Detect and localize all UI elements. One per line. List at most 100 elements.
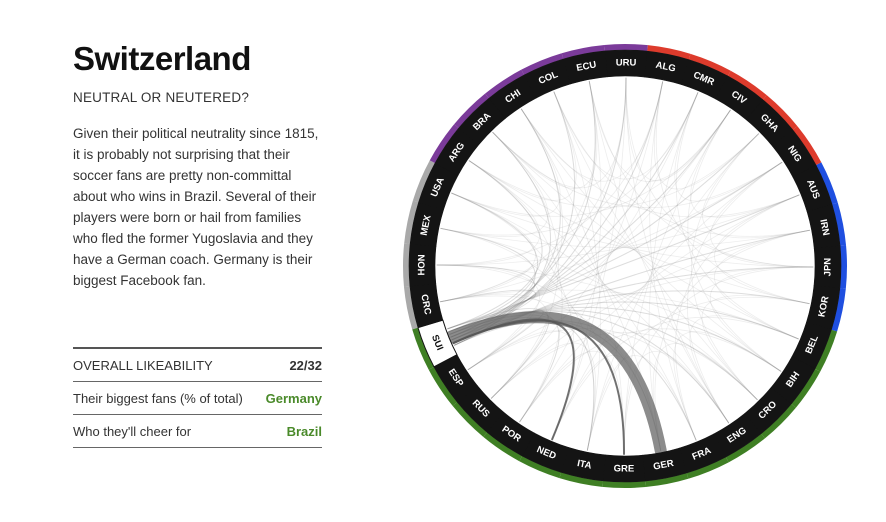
background-chord — [623, 109, 731, 455]
background-chord — [625, 77, 730, 424]
confederation-band-segment — [725, 433, 765, 463]
background-chord — [492, 77, 627, 189]
page-subtitle: NEUTRAL OR NEUTERED? — [73, 90, 250, 105]
confederation-band-segment — [816, 162, 838, 205]
confederation-band-segment — [604, 43, 648, 52]
team-segment[interactable] — [563, 50, 608, 85]
background-chord — [468, 91, 577, 201]
chord-diagram: URU ALGCMRCIVGHANIGAUSIRNJPNKORBELBIHCROE… — [403, 43, 847, 488]
background-chord — [623, 266, 814, 455]
info-panel: Switzerland NEUTRAL OR NEUTERED? Given t… — [73, 38, 323, 291]
background-chord — [674, 92, 783, 202]
confederation-band-segment — [403, 243, 411, 287]
stat-value: Germany — [265, 390, 322, 406]
background-chord — [468, 160, 697, 441]
background-chord — [490, 229, 810, 399]
confederation-band-segment — [832, 202, 847, 246]
background-chord — [519, 194, 800, 423]
focus-chord — [452, 266, 814, 343]
background-chord — [440, 227, 810, 249]
confederation-band-segment — [602, 480, 646, 488]
background-chord — [492, 131, 783, 208]
background-chord — [714, 194, 810, 305]
team-label[interactable]: JPN — [822, 258, 833, 277]
confederation-band-segment — [814, 329, 838, 372]
background-chord — [440, 92, 699, 236]
team-label[interactable]: MEX — [419, 214, 434, 237]
background-chord — [551, 77, 627, 440]
background-chord — [440, 161, 783, 303]
background-chord — [675, 194, 800, 441]
team-label[interactable]: ECU — [576, 59, 598, 74]
background-chord — [467, 109, 731, 371]
background-chord — [710, 161, 814, 268]
confederation-band-segment — [647, 45, 691, 60]
background-chord — [689, 315, 799, 424]
team-label[interactable]: GER — [652, 458, 674, 473]
team-label[interactable]: KOR — [816, 295, 831, 318]
strong-chord — [444, 311, 667, 457]
team-label[interactable]: ITA — [576, 458, 593, 472]
background-chord — [451, 192, 814, 268]
background-chord — [436, 81, 664, 266]
team-label[interactable]: URU — [616, 57, 637, 68]
background-chord — [451, 109, 731, 217]
confederation-band-segment — [791, 368, 821, 408]
stat-label: OVERALL LIKEABILITY — [73, 357, 213, 373]
background-chord — [586, 355, 697, 451]
background-chord — [654, 81, 760, 190]
focus-chord — [450, 80, 596, 338]
confederation-band-segment — [727, 70, 767, 100]
background-chord — [436, 160, 541, 266]
team-label[interactable]: GRE — [614, 463, 635, 474]
stat-value: 22/32 — [289, 357, 322, 373]
confederation-band-segment — [452, 402, 488, 437]
background-chord — [519, 328, 782, 423]
background-chord — [625, 77, 731, 182]
background-chord — [687, 109, 782, 372]
background-chord — [519, 81, 664, 423]
description-text: Given their political neutrality since 1… — [73, 126, 319, 288]
background-chord — [553, 91, 758, 401]
confederation-band-segment — [688, 53, 731, 77]
confederation-band-segment — [559, 472, 603, 487]
background-chord — [586, 296, 810, 451]
team-label[interactable]: ALG — [655, 60, 677, 75]
focus-chord — [449, 133, 760, 335]
stat-row-cheer-for: Who they'll cheer for Brazil — [73, 414, 322, 448]
stat-value: Brazil — [286, 423, 322, 439]
background-chord — [586, 133, 760, 451]
background-chord — [436, 264, 540, 371]
confederation-band-segment — [645, 473, 689, 488]
background-chord — [675, 92, 799, 340]
background-chord — [553, 91, 699, 180]
background-chord — [691, 133, 760, 401]
confederation-band-segment — [454, 93, 489, 129]
confederation-band-segment — [839, 245, 847, 289]
focus-chord — [448, 192, 539, 333]
background-chord — [440, 293, 548, 399]
background-chord — [654, 229, 810, 451]
background-chord — [490, 131, 559, 399]
background-chord — [588, 81, 731, 182]
chord-links — [436, 77, 814, 457]
background-chord — [588, 81, 730, 424]
background-chord — [440, 131, 549, 237]
background-chord — [553, 91, 601, 451]
background-chord — [440, 227, 758, 401]
team-label[interactable]: HON — [416, 254, 427, 275]
background-chord — [709, 266, 814, 372]
background-chord — [588, 81, 814, 268]
focus-chord — [440, 227, 536, 335]
focus-chord — [447, 160, 543, 330]
page-title: Switzerland — [73, 40, 251, 77]
confederation-band-segment — [561, 44, 605, 59]
background-chord — [701, 295, 810, 401]
confederation-band-segment — [521, 53, 564, 75]
confederation-band-segment — [404, 200, 419, 244]
stat-label: Who they'll cheer for — [73, 423, 192, 439]
team-label[interactable]: IRN — [817, 218, 831, 236]
background-chord — [714, 229, 810, 340]
confederation-band-segment — [412, 160, 436, 203]
team-label[interactable]: CRC — [418, 293, 433, 315]
